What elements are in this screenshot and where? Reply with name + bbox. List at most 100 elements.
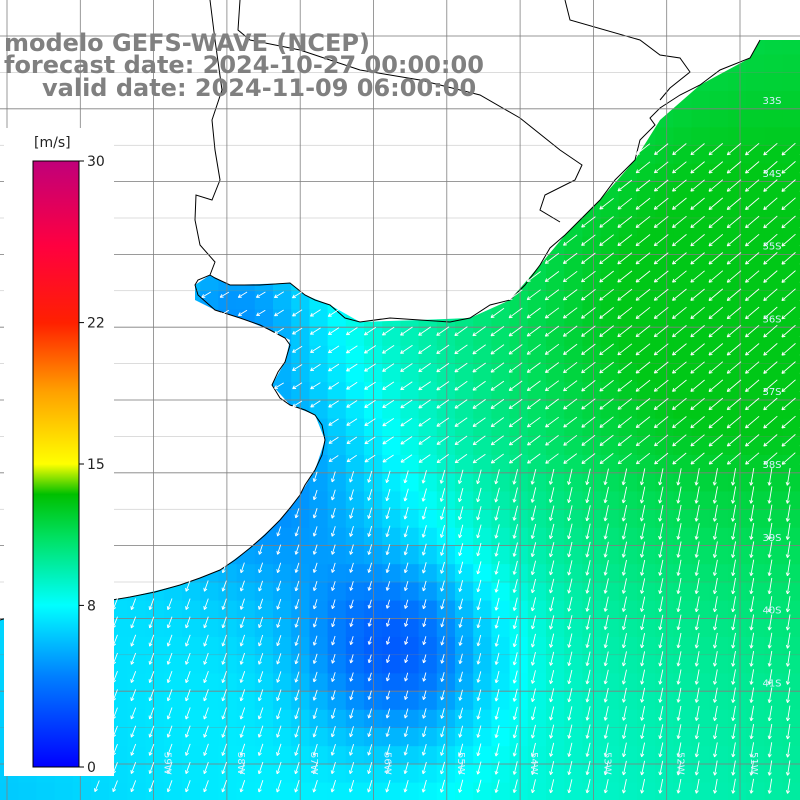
wind-arrow-head xyxy=(749,681,752,685)
wind-speed-cell xyxy=(527,637,547,656)
wind-arrow xyxy=(130,780,137,792)
wind-arrow xyxy=(274,309,284,317)
wind-arrow xyxy=(531,706,536,721)
wind-arrow-head xyxy=(659,645,663,649)
wind-arrow-head xyxy=(440,480,444,484)
wind-arrow-head xyxy=(131,698,135,702)
wind-arrow-head xyxy=(545,426,550,428)
wind-speed-cell xyxy=(236,564,256,583)
wind-arrow-head xyxy=(349,551,351,555)
wind-arrow-head xyxy=(295,789,299,793)
wind-arrow xyxy=(240,598,245,610)
wind-arrow-head xyxy=(526,314,530,319)
wind-arrow-head xyxy=(603,517,606,522)
wind-arrow xyxy=(404,617,409,627)
wind-arrow xyxy=(745,397,760,411)
wind-arrow-head xyxy=(403,515,406,520)
wind-arrow-head xyxy=(312,751,315,756)
wind-speed-cell xyxy=(709,145,729,165)
wind-speed-cell xyxy=(709,564,729,583)
wind-arrow-head xyxy=(477,661,481,665)
wind-speed-cell xyxy=(637,473,656,492)
wind-arrow-head xyxy=(203,715,205,720)
wind-speed-cell xyxy=(473,382,492,401)
wind-speed-cell xyxy=(782,709,800,729)
wind-speed-cell xyxy=(691,364,711,383)
wind-speed-cell xyxy=(637,291,656,310)
wind-arrow-head xyxy=(203,680,208,684)
wind-arrow-head xyxy=(421,569,424,574)
wind-arrow-head xyxy=(745,151,748,156)
wind-arrow-head xyxy=(622,554,626,558)
wind-arrow-head xyxy=(586,699,590,703)
wind-speed-cell xyxy=(637,309,656,329)
wind-arrow xyxy=(599,197,614,210)
wind-arrow-head xyxy=(603,753,606,757)
wind-arrow xyxy=(750,632,755,649)
wind-arrow xyxy=(659,523,664,540)
wind-speed-cell xyxy=(600,327,620,347)
wind-speed-cell xyxy=(709,91,729,110)
wind-arrow-head xyxy=(767,771,770,776)
wind-arrow xyxy=(622,523,628,540)
wind-arrow-head xyxy=(622,572,626,576)
wind-arrow xyxy=(440,524,446,538)
wind-arrow-head xyxy=(676,662,679,667)
wind-arrow-head xyxy=(404,605,406,609)
wind-arrow-head xyxy=(750,554,754,558)
wind-arrow-head xyxy=(349,733,354,738)
wind-arrow xyxy=(690,270,705,283)
wind-speed-cell xyxy=(691,691,711,711)
wind-arrow-head xyxy=(459,642,463,646)
wind-arrow xyxy=(781,252,796,265)
wind-arrow-head xyxy=(367,604,370,609)
wind-arrow-head xyxy=(277,606,281,610)
wind-arrow xyxy=(167,743,173,756)
wind-arrow xyxy=(94,780,100,792)
wind-speed-cell xyxy=(254,564,274,583)
wind-arrow-head xyxy=(676,517,679,522)
wind-arrow-head xyxy=(676,644,679,649)
wind-arrow xyxy=(768,669,773,685)
wind-arrow-head xyxy=(509,371,513,373)
wind-arrow-head xyxy=(508,387,512,391)
wind-speed-cell xyxy=(691,273,711,292)
wind-arrow-head xyxy=(312,550,315,555)
wind-arrow xyxy=(640,523,646,540)
wind-arrow-head xyxy=(708,151,711,155)
wind-arrow-head xyxy=(527,425,531,428)
wind-arrow xyxy=(472,362,486,373)
wind-speed-cell xyxy=(546,418,565,438)
wind-speed-cell xyxy=(673,473,693,492)
wind-speed-cell xyxy=(109,782,128,800)
wind-arrow-head xyxy=(149,716,153,720)
wind-arrow-head xyxy=(731,771,734,776)
wind-speed-cell xyxy=(655,218,674,238)
wind-arrow-head xyxy=(677,735,681,739)
wind-speed-cell xyxy=(218,691,238,711)
wind-arrow-head xyxy=(276,697,278,701)
wind-arrow-head xyxy=(508,441,512,446)
wind-arrow-head xyxy=(658,571,661,576)
wind-arrow-head xyxy=(581,262,586,265)
wind-speed-cell xyxy=(309,655,329,674)
wind-speed-cell xyxy=(655,473,674,492)
wind-arrow xyxy=(513,724,518,739)
wind-arrow-head xyxy=(294,605,297,610)
wind-speed-cell xyxy=(746,364,765,383)
wind-arrow xyxy=(708,179,724,192)
wind-arrow xyxy=(768,577,773,594)
wind-arrow-head xyxy=(726,315,729,319)
wind-arrow-head xyxy=(148,770,151,774)
wind-arrow xyxy=(708,270,724,283)
wind-arrow-head xyxy=(603,680,606,685)
wind-arrow-head xyxy=(418,422,421,427)
wind-arrow-head xyxy=(731,590,734,594)
wind-arrow-head xyxy=(787,754,790,758)
wind-speed-cell xyxy=(273,618,292,638)
wind-speed-cell xyxy=(709,345,729,365)
wind-arrow-head xyxy=(237,294,241,298)
wind-arrow-head xyxy=(313,606,317,610)
wind-speed-cell xyxy=(455,491,474,511)
wind-arrow xyxy=(659,706,664,721)
